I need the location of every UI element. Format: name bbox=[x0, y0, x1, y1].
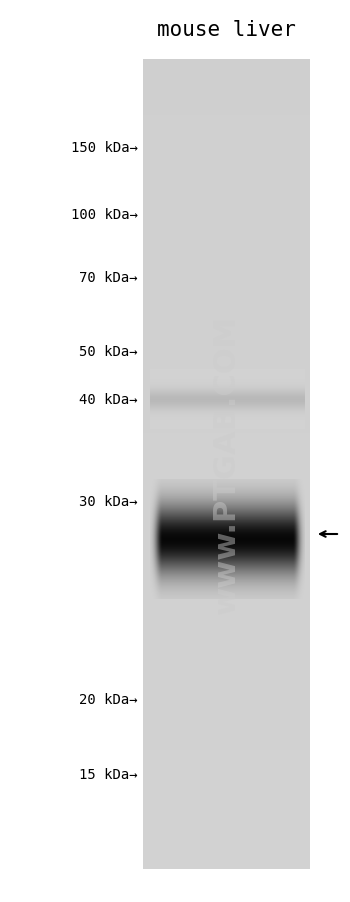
Text: mouse liver: mouse liver bbox=[157, 20, 296, 40]
Text: www.PTGAB.COM: www.PTGAB.COM bbox=[212, 315, 241, 614]
Text: 40 kDa→: 40 kDa→ bbox=[79, 392, 138, 407]
Text: 100 kDa→: 100 kDa→ bbox=[71, 207, 138, 222]
Text: 20 kDa→: 20 kDa→ bbox=[79, 692, 138, 706]
Text: 50 kDa→: 50 kDa→ bbox=[79, 345, 138, 359]
Text: 70 kDa→: 70 kDa→ bbox=[79, 271, 138, 285]
Text: 30 kDa→: 30 kDa→ bbox=[79, 494, 138, 509]
Text: 150 kDa→: 150 kDa→ bbox=[71, 141, 138, 155]
Text: 15 kDa→: 15 kDa→ bbox=[79, 767, 138, 781]
